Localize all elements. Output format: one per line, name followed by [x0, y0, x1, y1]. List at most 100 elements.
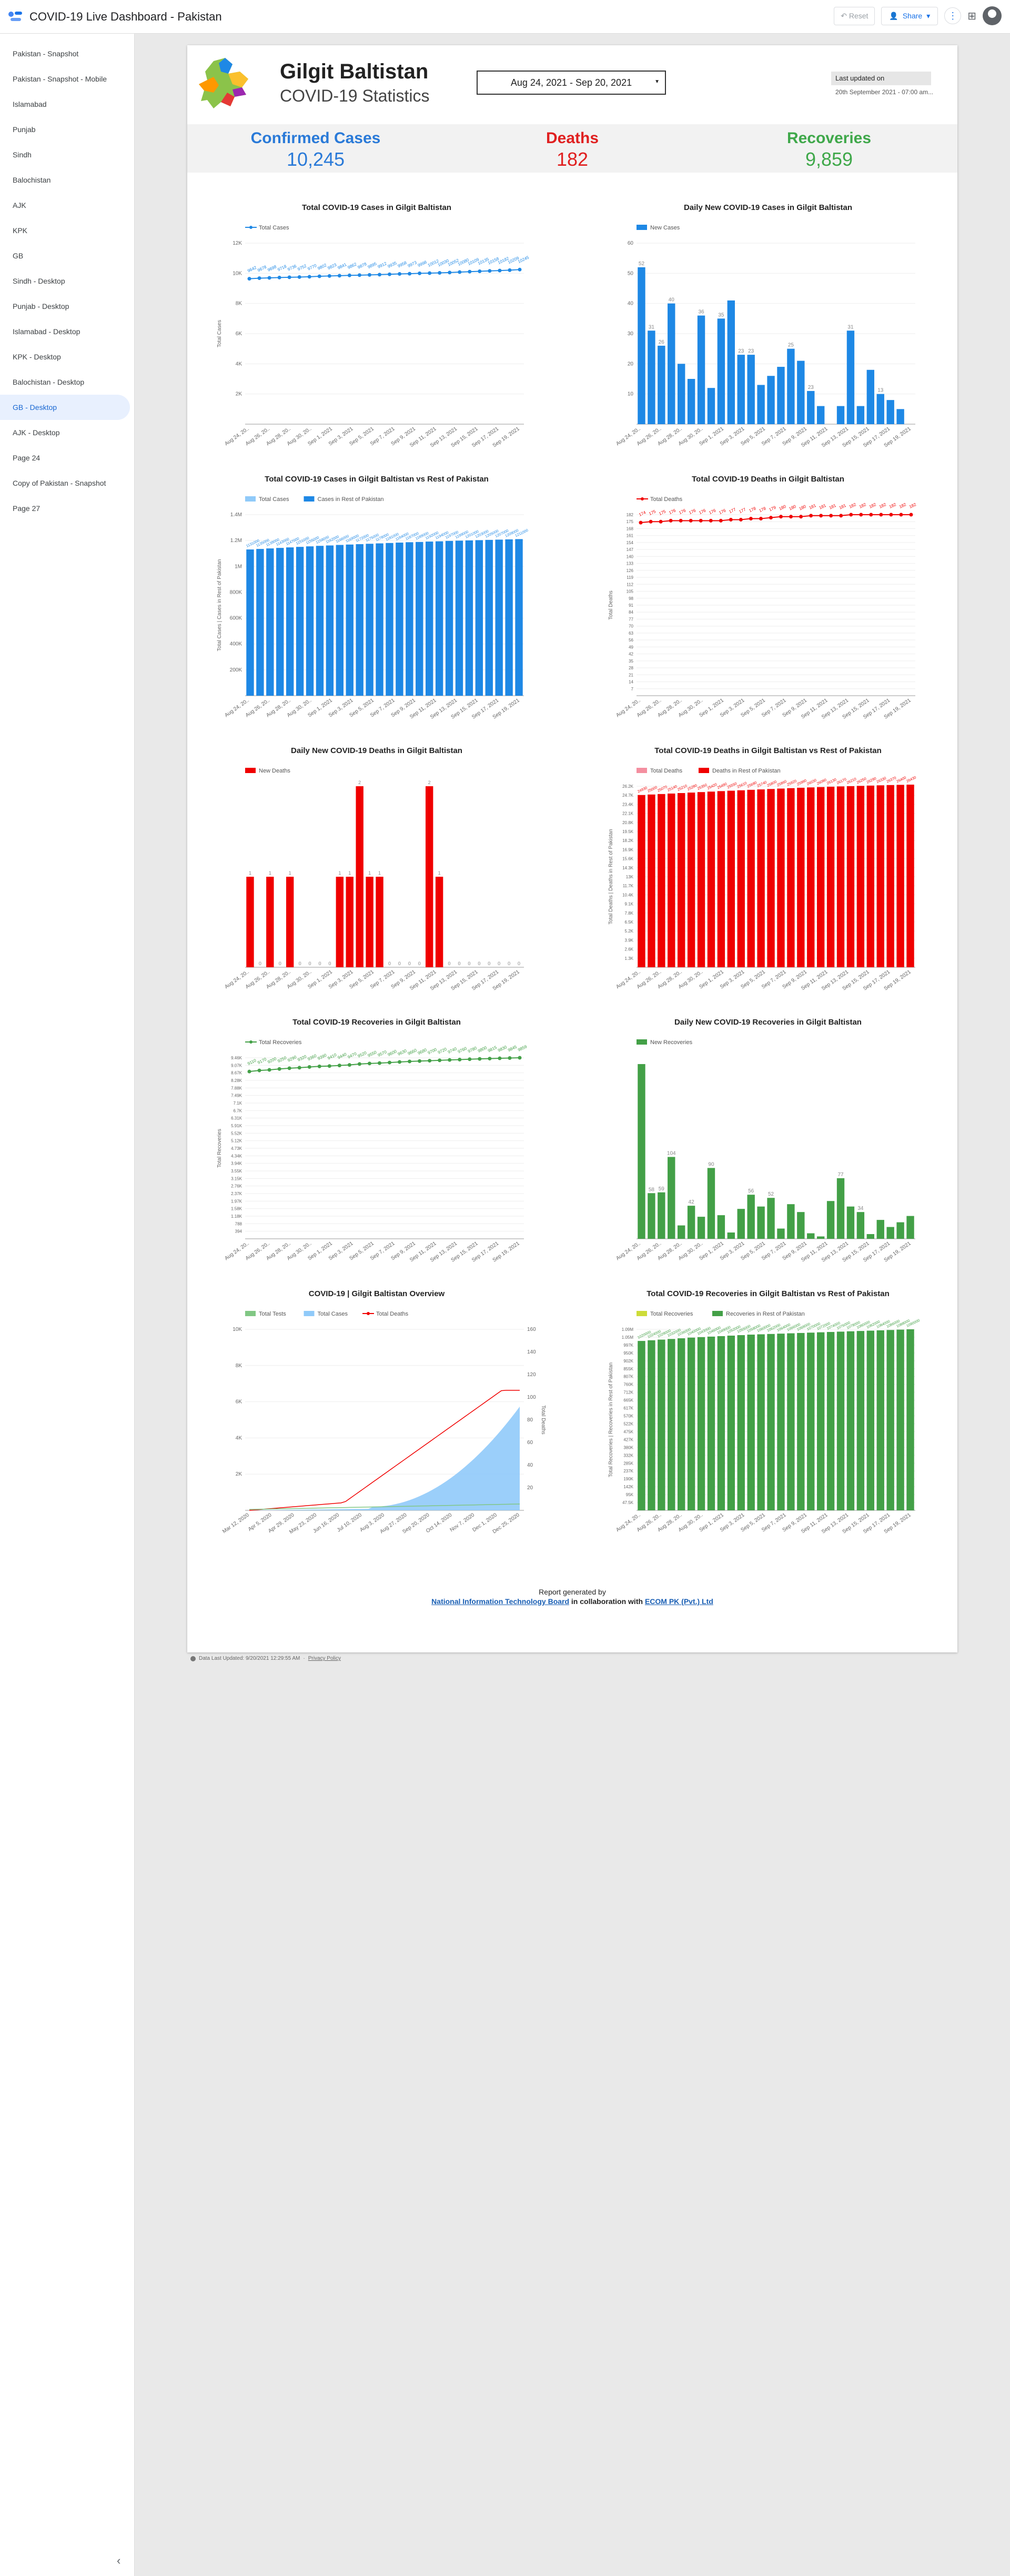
bar [896, 785, 904, 967]
apps-grid-icon[interactable]: ⊞ [967, 10, 976, 22]
sidebar-item[interactable]: AJK - Desktop [13, 428, 60, 437]
y-axis-title: Total Recoveries [217, 1129, 223, 1168]
sidebar-item[interactable]: Sindh [13, 151, 32, 159]
collapse-sidebar-icon[interactable]: ‹ [117, 2554, 121, 2567]
sidebar-item[interactable]: Copy of Pakistan - Snapshot [13, 479, 106, 487]
chart-card[interactable]: Daily New COVID-19 Deaths in Gilgit Balt… [214, 746, 540, 1009]
data-point [277, 1067, 281, 1071]
bar [807, 1332, 815, 1510]
sidebar-item[interactable]: Punjab [13, 125, 36, 134]
chart-card[interactable]: Total COVID-19 Deaths in Gilgit Baltista… [605, 475, 931, 738]
bar [737, 1209, 745, 1239]
privacy-policy-link[interactable]: Privacy Policy [308, 1656, 341, 1661]
sidebar-item[interactable]: KPK [13, 226, 28, 235]
bar [797, 787, 805, 967]
sidebar-item[interactable]: Pakistan - Snapshot - Mobile [13, 75, 107, 83]
data-point [347, 1063, 351, 1067]
data-label: 9859 [517, 1044, 528, 1053]
y-tick-label: 105 [627, 589, 634, 594]
data-label: 1 [348, 870, 351, 876]
bar [677, 364, 685, 424]
chart-card[interactable]: Total COVID-19 Deaths in Gilgit Baltista… [605, 746, 931, 1009]
y-tick-label: 237K [623, 1469, 633, 1474]
y-axis-title: Total Recoveries | Recoveries in Rest of… [608, 1362, 614, 1477]
sidebar-item[interactable]: Punjab - Desktop [13, 302, 69, 310]
sidebar-item[interactable]: Pakistan - Snapshot [13, 49, 79, 58]
chart-card[interactable]: COVID-19 | Gilgit Baltistan Overview Tota… [214, 1289, 546, 1552]
legend-swatch [637, 1039, 647, 1045]
data-point [398, 1060, 402, 1064]
data-label: 25000 [647, 786, 658, 794]
sidebar-item[interactable]: Balochistan - Desktop [13, 378, 85, 386]
data-label: 0 [498, 961, 500, 966]
y-tick-label: 1.58K [231, 1207, 243, 1211]
chart-card[interactable]: Daily New COVID-19 Cases in Gilgit Balti… [605, 203, 931, 466]
data-label: 25350 [697, 783, 708, 791]
y-tick-label: 77 [629, 617, 633, 622]
y-tick-label: 4K [236, 1435, 243, 1441]
reset-button[interactable]: ↶ Reset [834, 6, 875, 25]
legend-swatch [367, 1312, 370, 1315]
y-tick-label: 1.97K [231, 1199, 243, 1204]
more-options-icon[interactable]: ⋮ [944, 7, 962, 24]
gilgit-baltistan-map-icon [199, 58, 248, 108]
sidebar-item[interactable]: Balochistan [13, 176, 51, 184]
bar [797, 1212, 805, 1239]
bar [687, 1206, 695, 1239]
data-label: 26210 [846, 777, 857, 785]
sidebar-item[interactable]: Islamabad [13, 100, 47, 108]
data-point [879, 513, 883, 517]
y-tick-label: 855K [623, 1367, 633, 1371]
share-button[interactable]: 👤 Share ▾ [881, 6, 938, 25]
chart-title: Total COVID-19 Cases in Gilgit Baltistan [302, 203, 451, 212]
sidebar-item[interactable]: Sindh - Desktop [13, 277, 65, 285]
chart-card[interactable]: Total COVID-19 Cases in Gilgit Baltistan… [214, 475, 540, 738]
avatar[interactable] [983, 6, 1002, 25]
data-label: 25140 [667, 785, 678, 793]
bar [737, 790, 745, 967]
chevron-down-icon[interactable]: ▾ [926, 11, 931, 20]
chart-card[interactable]: Daily New COVID-19 Recoveries in Gilgit … [605, 1018, 931, 1281]
chart-card[interactable]: Total COVID-19 Recoveries in Gilgit Balt… [605, 1289, 931, 1552]
bar [356, 544, 363, 696]
sidebar-item[interactable]: Islamabad - Desktop [13, 327, 80, 336]
y-tick-label: 60 [628, 240, 634, 246]
kpi-recoveries: Recoveries 9,859 [701, 124, 957, 173]
chart-card[interactable]: Total COVID-19 Cases in Gilgit Baltistan… [214, 203, 540, 466]
nitb-link[interactable]: National Information Technology Board [431, 1597, 570, 1606]
bar [896, 1329, 904, 1510]
data-point [859, 513, 863, 517]
bar [697, 1217, 705, 1239]
sidebar-item[interactable]: KPK - Desktop [13, 353, 61, 361]
data-label: 26130 [826, 778, 837, 786]
bar [677, 793, 685, 967]
data-label: 9862 [347, 262, 357, 270]
bar [668, 303, 675, 424]
bar [326, 545, 334, 696]
data-label: 180 [779, 504, 787, 512]
data-point [819, 514, 823, 518]
bar [638, 1064, 645, 1239]
data-point [327, 1064, 331, 1068]
sidebar-item[interactable]: Page 24 [13, 454, 41, 462]
data-point [749, 517, 753, 521]
sidebar-item[interactable]: GB [13, 252, 24, 260]
legend-swatch [641, 497, 644, 500]
data-point [468, 1057, 472, 1061]
chart-card[interactable]: Total COVID-19 Recoveries in Gilgit Balt… [214, 1018, 540, 1281]
y-tick-label: 161 [627, 534, 634, 538]
sidebar-item[interactable]: Page 27 [13, 504, 41, 513]
sidebar-item[interactable]: AJK [13, 201, 26, 209]
date-range-picker[interactable]: Aug 24, 2021 - Sep 20, 2021 ▼ [477, 71, 666, 95]
report-header: Gilgit Baltistan COVID-19 Statistics Aug… [187, 45, 957, 124]
bar [846, 1206, 855, 1239]
bar [366, 877, 373, 967]
y-tick-label: 7.1K [234, 1101, 243, 1106]
y-tick-label: 140 [627, 554, 634, 559]
y-tick-label: 5.91K [231, 1124, 243, 1128]
sidebar-item[interactable]: GB - Desktop [0, 395, 130, 420]
ecom-link[interactable]: ECOM PK (Pvt.) Ltd [644, 1597, 713, 1606]
bar [717, 791, 725, 967]
data-label: 9700 [427, 1047, 438, 1055]
bar [826, 786, 835, 967]
